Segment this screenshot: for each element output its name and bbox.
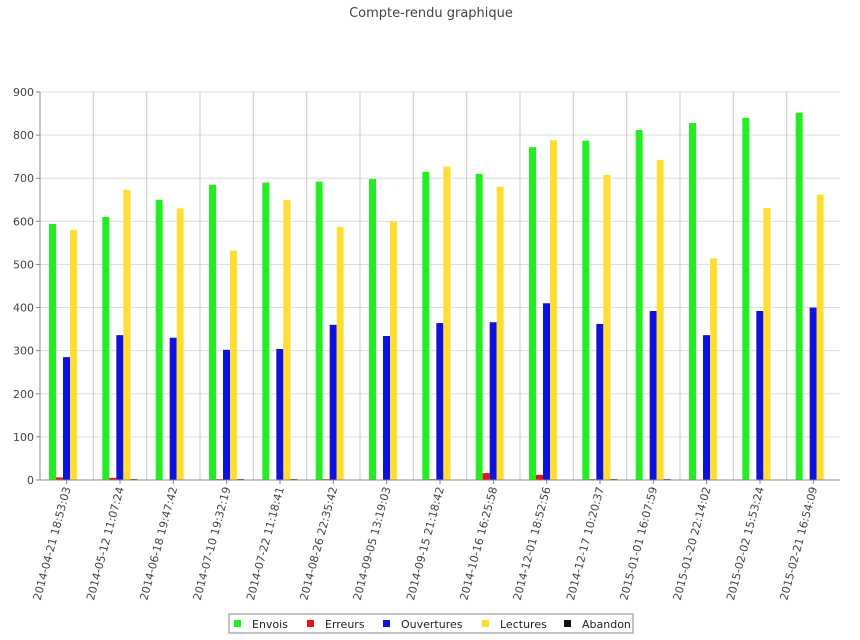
- bar-lectures-6: [390, 221, 397, 481]
- bar-envois-7: [422, 171, 430, 480]
- bar-ouvertures-12: [703, 335, 710, 480]
- bar-lectures-1: [123, 189, 131, 480]
- legend-label-abandon: Abandon: [582, 618, 631, 631]
- legend-swatch-lectures: [482, 620, 489, 627]
- legend-swatch-erreurs: [307, 620, 314, 627]
- bar-envois-14: [795, 112, 803, 481]
- x-tick-label: 2015-02-21 16:54:09: [777, 485, 820, 601]
- legend-label-lectures: Lectures: [500, 618, 547, 631]
- bar-lectures-13: [763, 207, 771, 481]
- bar-lectures-14: [816, 194, 824, 481]
- bar-lectures-8: [496, 186, 504, 480]
- x-tick-label: 2015-01-01 16:07:59: [617, 485, 660, 601]
- x-tick-label: 2014-12-01 18:52:56: [511, 485, 554, 601]
- bar-ouvertures-14: [809, 307, 817, 480]
- legend-label-envois: Envois: [252, 618, 288, 631]
- x-tick-label: 2014-08-26 22:35:42: [297, 485, 340, 601]
- legend-box: [228, 613, 634, 634]
- axes: [36, 91, 840, 484]
- x-axis-ticks: 2014-04-21 18:53:03 2014-05-12 11:07:24 20…: [31, 485, 820, 601]
- bar-erreurs-1: [109, 477, 117, 480]
- bar-ouvertures-2: [169, 337, 177, 480]
- y-tick-label: 100: [13, 431, 34, 444]
- bar-lectures-12: [710, 258, 717, 480]
- y-tick-label: 900: [13, 86, 34, 99]
- bar-ouvertures-0: [63, 357, 70, 480]
- bar-ouvertures-13: [756, 311, 764, 480]
- y-tick-label: 400: [13, 302, 34, 315]
- bar-envois-3: [209, 184, 216, 480]
- bar-ouvertures-9: [543, 303, 550, 480]
- y-tick-label: 700: [13, 172, 34, 185]
- bar-ouvertures-7: [436, 323, 444, 480]
- bar-envois-9: [529, 147, 536, 480]
- bar-ouvertures-1: [116, 335, 124, 480]
- bars: [49, 112, 824, 481]
- y-tick-label: 500: [13, 258, 34, 271]
- bar-lectures-7: [443, 166, 451, 481]
- x-tick-label: 2015-02-02 15:53:24: [724, 485, 767, 601]
- bar-ouvertures-11: [649, 311, 657, 480]
- bar-erreurs-0: [56, 477, 63, 480]
- legend-swatch-envois: [234, 620, 241, 627]
- y-tick-label: 600: [13, 215, 34, 228]
- bar-lectures-11: [656, 160, 664, 481]
- bar-erreurs-9: [536, 474, 543, 480]
- x-tick-label: 2014-09-05 13:19:03: [351, 485, 394, 601]
- bar-envois-13: [742, 117, 750, 480]
- bar-lectures-2: [176, 208, 184, 480]
- bar-envois-12: [689, 123, 696, 480]
- bar-envois-2: [155, 199, 163, 480]
- x-tick-label: 2014-05-12 11:07:24: [84, 485, 127, 601]
- x-tick-label: 2014-10-16 16:25:58: [457, 485, 500, 601]
- bar-ouvertures-6: [383, 336, 390, 480]
- bar-lectures-9: [550, 140, 557, 481]
- y-tick-label: 800: [13, 129, 34, 142]
- bar-lectures-0: [70, 229, 77, 480]
- bar-envois-6: [369, 179, 376, 480]
- chart-title: Compte-rendu graphique: [349, 6, 513, 21]
- y-axis-ticks: 0 100 200 300 400 500 600 700 800 900: [13, 86, 34, 487]
- legend-label-ouvertures: Ouvertures: [401, 618, 463, 631]
- bar-envois-11: [635, 129, 643, 480]
- x-tick-label: 2014-12-17 10:20:37: [564, 485, 607, 601]
- bar-envois-8: [475, 173, 483, 480]
- bar-envois-1: [102, 217, 110, 480]
- x-tick-label: 2014-07-10 19:32:19: [191, 485, 234, 601]
- x-tick-label: 2014-09-15 21:18:42: [404, 485, 447, 601]
- bar-ouvertures-3: [223, 349, 230, 480]
- bar-lectures-10: [603, 174, 611, 481]
- bar-envois-10: [582, 140, 590, 480]
- bar-envois-4: [262, 182, 270, 481]
- bar-envois-5: [315, 181, 323, 480]
- y-tick-label: 200: [13, 388, 34, 401]
- bar-erreurs-8: [482, 473, 490, 480]
- x-tick-label: 2014-07-22 11:18:41: [244, 485, 287, 601]
- bar-ouvertures-4: [276, 348, 284, 480]
- x-tick-label: 2015-01-20 22:14:02: [671, 485, 714, 601]
- bar-ouvertures-5: [329, 324, 337, 480]
- y-tick-label: 0: [27, 474, 34, 487]
- legend-label-erreurs: Erreurs: [325, 618, 365, 631]
- bar-envois-0: [49, 223, 56, 481]
- bar-lectures-5: [336, 226, 344, 480]
- legend-swatch-abandon: [564, 620, 571, 627]
- legend: Envois Erreurs Ouvertures Lectures Abandon: [228, 613, 634, 634]
- x-tick-label: 2014-06-18 19:47:42: [137, 485, 180, 601]
- bar-ouvertures-8: [489, 322, 497, 480]
- x-tick-label: 2014-04-21 18:53:03: [31, 485, 74, 601]
- legend-swatch-ouvertures: [383, 620, 390, 627]
- bar-lectures-4: [283, 199, 291, 480]
- y-tick-label: 300: [13, 345, 34, 358]
- bar-lectures-3: [230, 250, 237, 480]
- bar-ouvertures-10: [596, 323, 604, 480]
